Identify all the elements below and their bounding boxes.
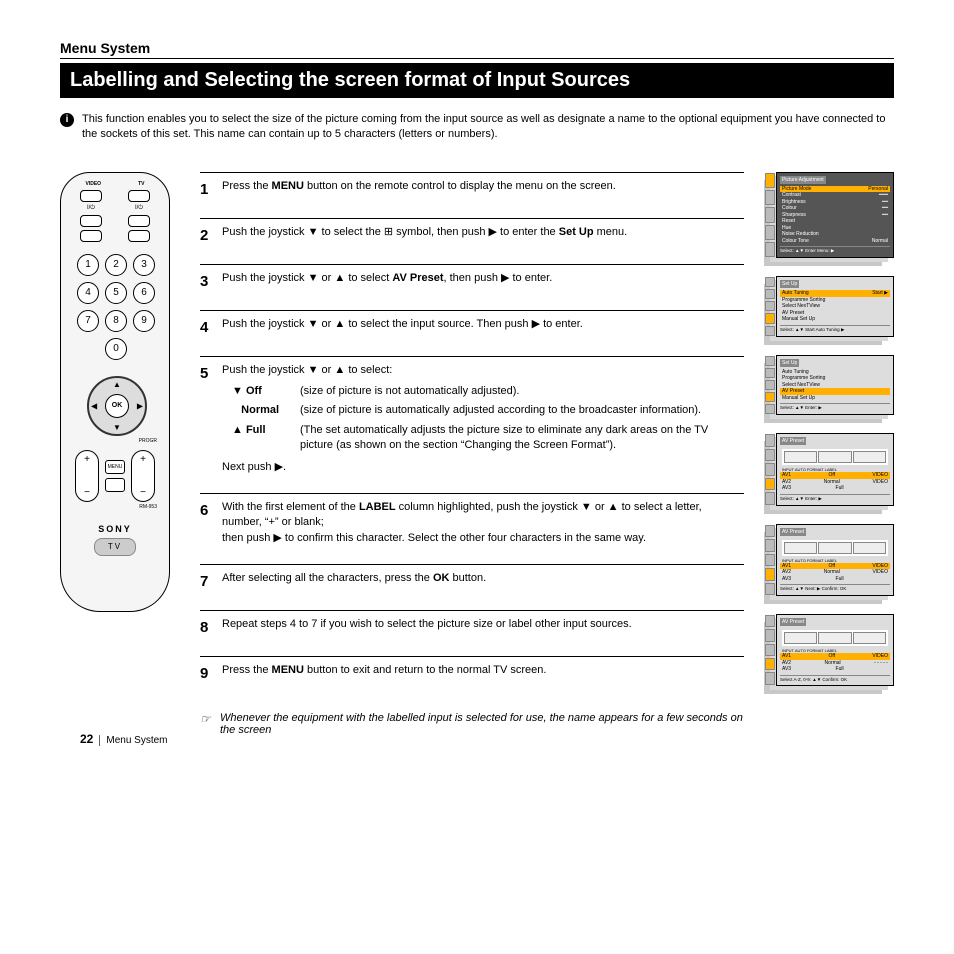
menu-shot-0: Picture AdjustmentPicture ModePersonalCo… [776, 172, 894, 259]
numpad: 1234567890 [67, 250, 163, 364]
dpad: ▲▼ ◀▶ OK [87, 376, 143, 432]
info-icon: i [60, 113, 74, 127]
step-2: 2Push the joystick ▼ to select the ⊞ sym… [200, 218, 744, 264]
intro-text: This function enables you to select the … [82, 112, 894, 142]
hand-icon: ☞ [200, 712, 214, 736]
menu-screenshots: Picture AdjustmentPicture ModePersonalCo… [764, 172, 894, 686]
steps-list: 1Press the MENU button on the remote con… [200, 172, 744, 737]
step-6: 6With the first element of the LABEL col… [200, 493, 744, 564]
volume-rocker: +− [75, 450, 99, 502]
intro: i This function enables you to select th… [60, 112, 894, 142]
step-8: 8Repeat steps 4 to 7 if you wish to sele… [200, 610, 744, 656]
brand: SONY [67, 524, 163, 534]
menu-shot-2: Set UpAuto TuningProgramme SortingSelect… [776, 355, 894, 416]
remote-control: VIDEOTV I/⏻I/⏻ 1234567890 ▲▼ ◀▶ OK PROGR… [60, 172, 170, 612]
page-footer: 22Menu System [80, 732, 168, 746]
menu-shot-5: AV PresetINPUT AUTO FORMAT LABELAV1OffVI… [776, 614, 894, 686]
step-4: 4Push the joystick ▼ or ▲ to select the … [200, 310, 744, 356]
step-7: 7After selecting all the characters, pre… [200, 564, 744, 610]
menu-shot-4: AV PresetINPUT AUTO FORMAT LABELAV1OffVI… [776, 524, 894, 597]
page-title: Labelling and Selecting the screen forma… [60, 63, 894, 98]
step-3: 3Push the joystick ▼ or ▲ to select AV P… [200, 264, 744, 310]
step-9: 9Press the MENU button to exit and retur… [200, 656, 744, 702]
step-1: 1Press the MENU button on the remote con… [200, 172, 744, 218]
menu-button: MENU [105, 460, 125, 474]
ok-button: OK [105, 394, 129, 418]
note: ☞Whenever the equipment with the labelle… [200, 712, 744, 736]
step-5: 5Push the joystick ▼ or ▲ to select:▼ Of… [200, 356, 744, 493]
section-label: Menu System [60, 40, 894, 59]
tv-badge: TV [94, 538, 136, 556]
menu-shot-3: AV PresetINPUT AUTO FORMAT LABELAV1OffVI… [776, 433, 894, 506]
prog-rocker: +− [131, 450, 155, 502]
menu-shot-1: Set UpAuto TuningStart ▶Programme Sortin… [776, 276, 894, 337]
